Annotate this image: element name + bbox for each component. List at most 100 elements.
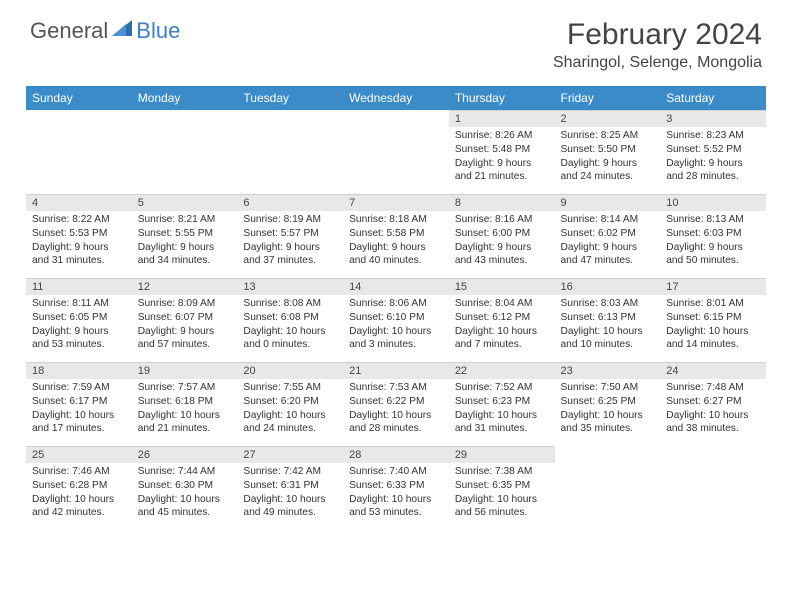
sunrise-text: Sunrise: 8:08 AM xyxy=(243,297,337,311)
day-number: 16 xyxy=(555,278,661,295)
sunset-text: Sunset: 6:18 PM xyxy=(138,395,232,409)
daylight-text: Daylight: 9 hours and 31 minutes. xyxy=(32,241,126,269)
daylight-text: Daylight: 10 hours and 42 minutes. xyxy=(32,493,126,521)
day-details: Sunrise: 8:22 AMSunset: 5:53 PMDaylight:… xyxy=(26,211,132,272)
sunset-text: Sunset: 5:48 PM xyxy=(455,143,549,157)
day-number: 14 xyxy=(343,278,449,295)
sunset-text: Sunset: 6:02 PM xyxy=(561,227,655,241)
calendar-cell: 4Sunrise: 8:22 AMSunset: 5:53 PMDaylight… xyxy=(26,194,132,278)
weekday-header: Monday xyxy=(132,86,238,110)
day-details: Sunrise: 7:42 AMSunset: 6:31 PMDaylight:… xyxy=(237,463,343,524)
day-number: 1 xyxy=(449,110,555,127)
day-details: Sunrise: 8:16 AMSunset: 6:00 PMDaylight:… xyxy=(449,211,555,272)
sunset-text: Sunset: 6:25 PM xyxy=(561,395,655,409)
day-number: 5 xyxy=(132,194,238,211)
sunset-text: Sunset: 6:28 PM xyxy=(32,479,126,493)
day-details: Sunrise: 8:19 AMSunset: 5:57 PMDaylight:… xyxy=(237,211,343,272)
calendar-week-row: 25Sunrise: 7:46 AMSunset: 6:28 PMDayligh… xyxy=(26,446,766,530)
day-number: 7 xyxy=(343,194,449,211)
header: General Blue February 2024 Sharingol, Se… xyxy=(0,0,792,78)
calendar-cell: 29Sunrise: 7:38 AMSunset: 6:35 PMDayligh… xyxy=(449,446,555,530)
logo-triangle-icon xyxy=(112,20,134,43)
day-number: 29 xyxy=(449,446,555,463)
sunrise-text: Sunrise: 8:06 AM xyxy=(349,297,443,311)
calendar-cell xyxy=(660,446,766,530)
day-details: Sunrise: 8:01 AMSunset: 6:15 PMDaylight:… xyxy=(660,295,766,356)
calendar-cell: 1Sunrise: 8:26 AMSunset: 5:48 PMDaylight… xyxy=(449,110,555,194)
calendar-cell: 2Sunrise: 8:25 AMSunset: 5:50 PMDaylight… xyxy=(555,110,661,194)
day-number: 10 xyxy=(660,194,766,211)
day-details: Sunrise: 7:53 AMSunset: 6:22 PMDaylight:… xyxy=(343,379,449,440)
calendar-cell: 21Sunrise: 7:53 AMSunset: 6:22 PMDayligh… xyxy=(343,362,449,446)
sunrise-text: Sunrise: 7:50 AM xyxy=(561,381,655,395)
sunrise-text: Sunrise: 7:48 AM xyxy=(666,381,760,395)
daylight-text: Daylight: 10 hours and 14 minutes. xyxy=(666,325,760,353)
daylight-text: Daylight: 10 hours and 49 minutes. xyxy=(243,493,337,521)
sunset-text: Sunset: 6:22 PM xyxy=(349,395,443,409)
day-details: Sunrise: 8:21 AMSunset: 5:55 PMDaylight:… xyxy=(132,211,238,272)
location-text: Sharingol, Selenge, Mongolia xyxy=(553,54,762,72)
sunrise-text: Sunrise: 7:52 AM xyxy=(455,381,549,395)
day-details: Sunrise: 7:40 AMSunset: 6:33 PMDaylight:… xyxy=(343,463,449,524)
sunset-text: Sunset: 6:00 PM xyxy=(455,227,549,241)
sunrise-text: Sunrise: 7:57 AM xyxy=(138,381,232,395)
day-details: Sunrise: 8:08 AMSunset: 6:08 PMDaylight:… xyxy=(237,295,343,356)
day-details: Sunrise: 8:04 AMSunset: 6:12 PMDaylight:… xyxy=(449,295,555,356)
sunset-text: Sunset: 6:07 PM xyxy=(138,311,232,325)
daylight-text: Daylight: 10 hours and 53 minutes. xyxy=(349,493,443,521)
calendar-cell: 13Sunrise: 8:08 AMSunset: 6:08 PMDayligh… xyxy=(237,278,343,362)
day-number: 28 xyxy=(343,446,449,463)
calendar-cell: 9Sunrise: 8:14 AMSunset: 6:02 PMDaylight… xyxy=(555,194,661,278)
weekday-header: Sunday xyxy=(26,86,132,110)
calendar-week-row: 18Sunrise: 7:59 AMSunset: 6:17 PMDayligh… xyxy=(26,362,766,446)
weekday-header: Tuesday xyxy=(237,86,343,110)
sunrise-text: Sunrise: 8:19 AM xyxy=(243,213,337,227)
sunset-text: Sunset: 6:12 PM xyxy=(455,311,549,325)
calendar-cell: 24Sunrise: 7:48 AMSunset: 6:27 PMDayligh… xyxy=(660,362,766,446)
daylight-text: Daylight: 10 hours and 3 minutes. xyxy=(349,325,443,353)
sunrise-text: Sunrise: 7:53 AM xyxy=(349,381,443,395)
sunrise-text: Sunrise: 7:40 AM xyxy=(349,465,443,479)
day-details: Sunrise: 8:11 AMSunset: 6:05 PMDaylight:… xyxy=(26,295,132,356)
logo: General Blue xyxy=(30,18,180,44)
day-number: 27 xyxy=(237,446,343,463)
sunset-text: Sunset: 6:30 PM xyxy=(138,479,232,493)
day-details: Sunrise: 7:46 AMSunset: 6:28 PMDaylight:… xyxy=(26,463,132,524)
sunrise-text: Sunrise: 7:46 AM xyxy=(32,465,126,479)
daylight-text: Daylight: 10 hours and 38 minutes. xyxy=(666,409,760,437)
sunrise-text: Sunrise: 7:44 AM xyxy=(138,465,232,479)
calendar-cell xyxy=(343,110,449,194)
calendar-header-row: SundayMondayTuesdayWednesdayThursdayFrid… xyxy=(26,86,766,110)
sunrise-text: Sunrise: 7:42 AM xyxy=(243,465,337,479)
daylight-text: Daylight: 9 hours and 47 minutes. xyxy=(561,241,655,269)
sunset-text: Sunset: 5:50 PM xyxy=(561,143,655,157)
calendar-cell: 16Sunrise: 8:03 AMSunset: 6:13 PMDayligh… xyxy=(555,278,661,362)
calendar-cell xyxy=(237,110,343,194)
daylight-text: Daylight: 10 hours and 21 minutes. xyxy=(138,409,232,437)
day-number: 24 xyxy=(660,362,766,379)
day-details: Sunrise: 7:38 AMSunset: 6:35 PMDaylight:… xyxy=(449,463,555,524)
calendar-cell: 26Sunrise: 7:44 AMSunset: 6:30 PMDayligh… xyxy=(132,446,238,530)
calendar-cell: 27Sunrise: 7:42 AMSunset: 6:31 PMDayligh… xyxy=(237,446,343,530)
calendar-week-row: 1Sunrise: 8:26 AMSunset: 5:48 PMDaylight… xyxy=(26,110,766,194)
weekday-header: Wednesday xyxy=(343,86,449,110)
daylight-text: Daylight: 10 hours and 45 minutes. xyxy=(138,493,232,521)
sunset-text: Sunset: 6:10 PM xyxy=(349,311,443,325)
day-number: 3 xyxy=(660,110,766,127)
day-number: 26 xyxy=(132,446,238,463)
sunrise-text: Sunrise: 8:16 AM xyxy=(455,213,549,227)
sunrise-text: Sunrise: 8:23 AM xyxy=(666,129,760,143)
calendar-cell: 7Sunrise: 8:18 AMSunset: 5:58 PMDaylight… xyxy=(343,194,449,278)
sunrise-text: Sunrise: 8:22 AM xyxy=(32,213,126,227)
day-details: Sunrise: 7:44 AMSunset: 6:30 PMDaylight:… xyxy=(132,463,238,524)
daylight-text: Daylight: 9 hours and 43 minutes. xyxy=(455,241,549,269)
sunrise-text: Sunrise: 8:18 AM xyxy=(349,213,443,227)
day-number: 4 xyxy=(26,194,132,211)
day-number: 12 xyxy=(132,278,238,295)
day-number: 25 xyxy=(26,446,132,463)
sunset-text: Sunset: 6:23 PM xyxy=(455,395,549,409)
daylight-text: Daylight: 10 hours and 35 minutes. xyxy=(561,409,655,437)
sunset-text: Sunset: 6:17 PM xyxy=(32,395,126,409)
sunrise-text: Sunrise: 8:04 AM xyxy=(455,297,549,311)
sunset-text: Sunset: 6:20 PM xyxy=(243,395,337,409)
